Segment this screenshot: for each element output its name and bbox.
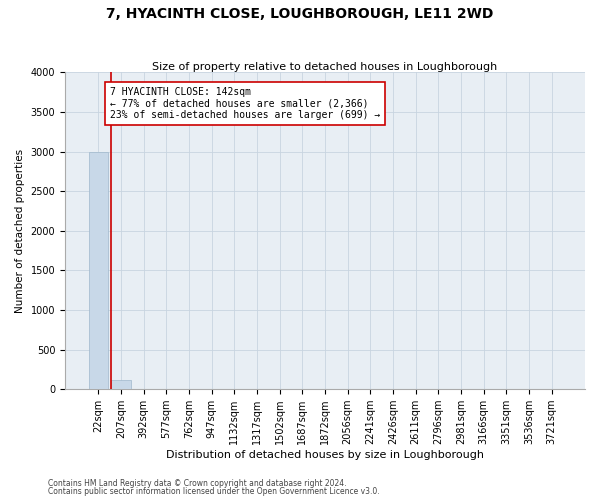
Text: Contains HM Land Registry data © Crown copyright and database right 2024.: Contains HM Land Registry data © Crown c…	[48, 479, 347, 488]
Text: Contains public sector information licensed under the Open Government Licence v3: Contains public sector information licen…	[48, 487, 380, 496]
Text: 7 HYACINTH CLOSE: 142sqm
← 77% of detached houses are smaller (2,366)
23% of sem: 7 HYACINTH CLOSE: 142sqm ← 77% of detach…	[110, 86, 380, 120]
Bar	[89, 152, 108, 389]
Bar	[112, 380, 131, 389]
X-axis label: Distribution of detached houses by size in Loughborough: Distribution of detached houses by size …	[166, 450, 484, 460]
Text: 7, HYACINTH CLOSE, LOUGHBOROUGH, LE11 2WD: 7, HYACINTH CLOSE, LOUGHBOROUGH, LE11 2W…	[106, 8, 494, 22]
Y-axis label: Number of detached properties: Number of detached properties	[15, 148, 25, 313]
Title: Size of property relative to detached houses in Loughborough: Size of property relative to detached ho…	[152, 62, 497, 72]
